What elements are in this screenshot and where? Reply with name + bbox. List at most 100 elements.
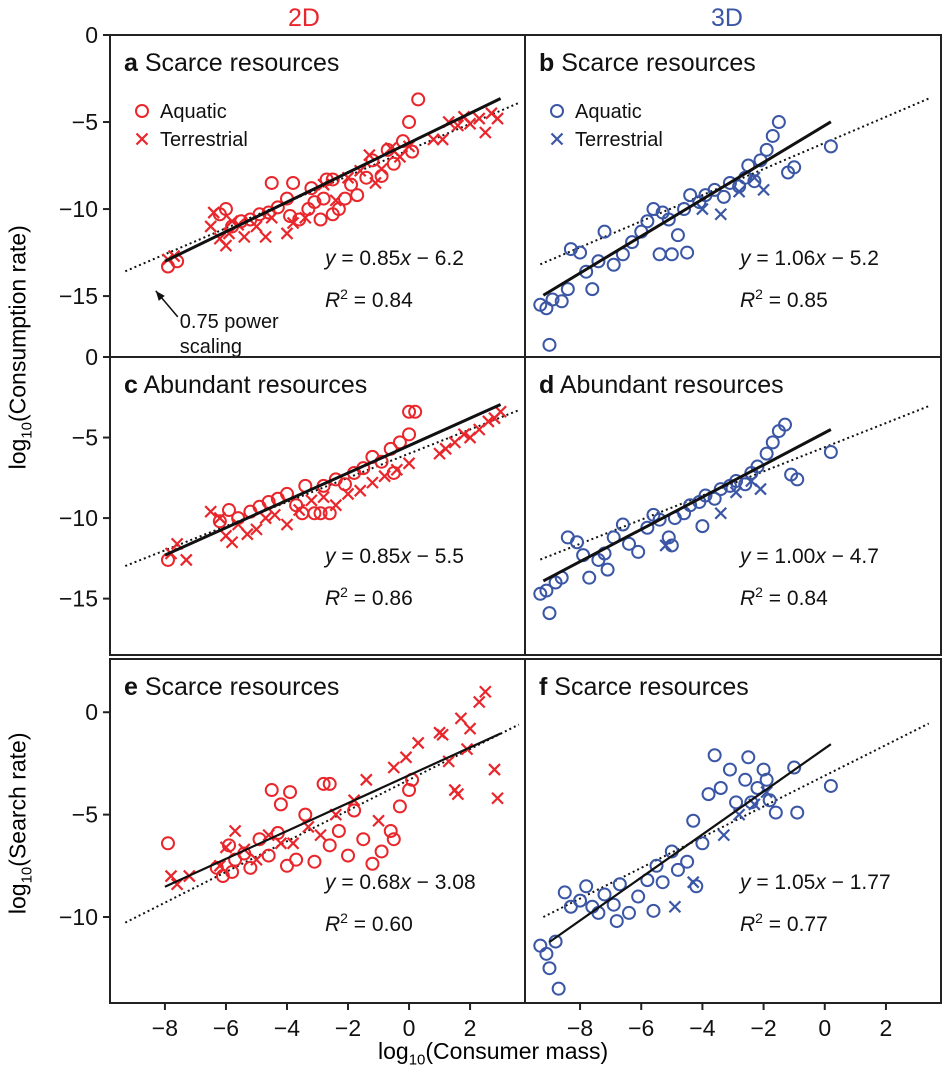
legend-marker-aquatic (550, 104, 564, 118)
eq-rest: − 5.5 (411, 545, 464, 568)
data-point-aquatic (286, 175, 301, 190)
data-point-aquatic (759, 142, 774, 157)
data-point-aquatic (218, 202, 233, 217)
data-point-aquatic (686, 813, 701, 828)
data-point-aquatic (625, 235, 640, 250)
data-point-aquatic (606, 897, 621, 912)
data-point-terrestrial (411, 736, 425, 750)
data-point-terrestrial (494, 405, 507, 419)
data-point-terrestrial (463, 117, 477, 131)
panel-e: 0 −5 −10 −8 −6 −4 −2 0 2 e Scarce resources y = 0.… (59, 658, 526, 1041)
panel-title: e Scarce resources (124, 673, 339, 701)
data-point-aquatic (313, 212, 328, 227)
r2-rest: = 0.84 (348, 289, 413, 312)
data-point-aquatic (557, 885, 572, 900)
data-point-aquatic (298, 807, 313, 822)
data-point-aquatic (597, 887, 612, 902)
data-point-aquatic (612, 877, 627, 892)
data-point-terrestrial (241, 527, 254, 541)
data-point-aquatic (313, 506, 328, 521)
r2-rest: = 0.77 (763, 913, 828, 936)
data-point-aquatic (563, 242, 578, 257)
data-point-aquatic (347, 803, 362, 818)
data-point-aquatic (707, 748, 722, 763)
panel-letter: e (124, 673, 138, 701)
data-point-terrestrial (305, 494, 318, 507)
data-point-terrestrial (732, 185, 746, 198)
data-point-aquatic (787, 160, 802, 175)
eq-mid: = 1.06 (751, 247, 816, 270)
data-point-aquatic (582, 570, 597, 585)
data-point-aquatic (383, 824, 398, 838)
data-point-terrestrial (714, 506, 728, 520)
data-point-terrestrial (299, 211, 312, 225)
data-point-aquatic (261, 848, 276, 863)
r2-sup: 2 (755, 910, 763, 926)
data-point-terrestrial (204, 505, 217, 518)
y-tick-label: −5 (72, 425, 98, 451)
x-axis-label: log10(Consumer mass) (378, 1038, 608, 1069)
data-point-terrestrial (228, 824, 242, 838)
panel-frame (524, 34, 942, 358)
data-point-aquatic (823, 139, 838, 154)
data-point-aquatic (264, 175, 279, 190)
data-point-aquatic (622, 536, 636, 551)
data-point-terrestrial (436, 133, 449, 146)
data-point-terrestrial (454, 712, 468, 725)
data-point-aquatic (365, 856, 380, 871)
r-squared: R2 = 0.60 (325, 910, 413, 936)
eq-rest: − 3.08 (411, 871, 476, 894)
data-point-aquatic (759, 772, 774, 787)
data-point-terrestrial (659, 539, 672, 552)
r2-r: R (325, 587, 340, 610)
data-point-aquatic (661, 212, 676, 227)
data-point-aquatic (765, 435, 780, 450)
data-point-aquatic (411, 92, 426, 107)
data-point-terrestrial (399, 751, 413, 764)
fit-line (542, 428, 832, 583)
legend-marker-terrestrial (550, 132, 564, 146)
data-point-aquatic (264, 783, 279, 798)
x-tick-label: −8 (567, 1015, 593, 1041)
data-point-aquatic (680, 245, 695, 260)
panel-title-text: Scarce resources (138, 49, 339, 77)
data-point-aquatic (270, 200, 285, 215)
y-tick-label: −10 (59, 196, 98, 222)
data-point-terrestrial (491, 112, 504, 125)
data-point-aquatic (698, 488, 713, 503)
data-point-terrestrial (360, 773, 373, 787)
data-point-aquatic (273, 797, 288, 812)
data-point-aquatic (392, 799, 407, 814)
eq-rest: − 5.2 (826, 247, 879, 270)
panel-title: c Abundant resources (124, 371, 367, 399)
data-point-terrestrial (451, 787, 465, 801)
data-point-aquatic (222, 503, 237, 518)
data-point-aquatic (316, 776, 331, 791)
data-point-terrestrial (219, 239, 233, 252)
data-point-terrestrial (491, 791, 504, 805)
data-point-aquatic (350, 188, 365, 203)
reference-line-0-75 (124, 409, 520, 567)
data-point-aquatic (542, 961, 557, 976)
fit-line (164, 732, 502, 888)
panel-letter: b (539, 49, 554, 77)
data-point-aquatic (680, 854, 695, 869)
data-point-aquatic (823, 778, 838, 793)
data-point-aquatic (787, 760, 802, 775)
data-point-aquatic (615, 517, 630, 532)
x-axis-label-rest: (Consumer mass) (425, 1038, 609, 1064)
data-point-terrestrial (472, 112, 486, 125)
data-point-aquatic (539, 946, 554, 961)
data-point-terrestrial (387, 761, 401, 774)
data-point-terrestrial (754, 482, 767, 496)
panel-b: b Scarce resources Aquatic Terrestrial y = … (524, 34, 942, 358)
r2-r: R (740, 289, 755, 312)
fit-equation: y = 0.85x − 5.5 (323, 545, 464, 568)
data-point-aquatic (405, 144, 420, 159)
data-point-aquatic (374, 844, 389, 859)
data-point-terrestrial (402, 457, 416, 470)
data-point-terrestrial (427, 133, 440, 146)
panel-title-text: Scarce resources (554, 49, 755, 77)
data-point-aquatic (606, 257, 621, 272)
data-point-aquatic (631, 544, 646, 559)
